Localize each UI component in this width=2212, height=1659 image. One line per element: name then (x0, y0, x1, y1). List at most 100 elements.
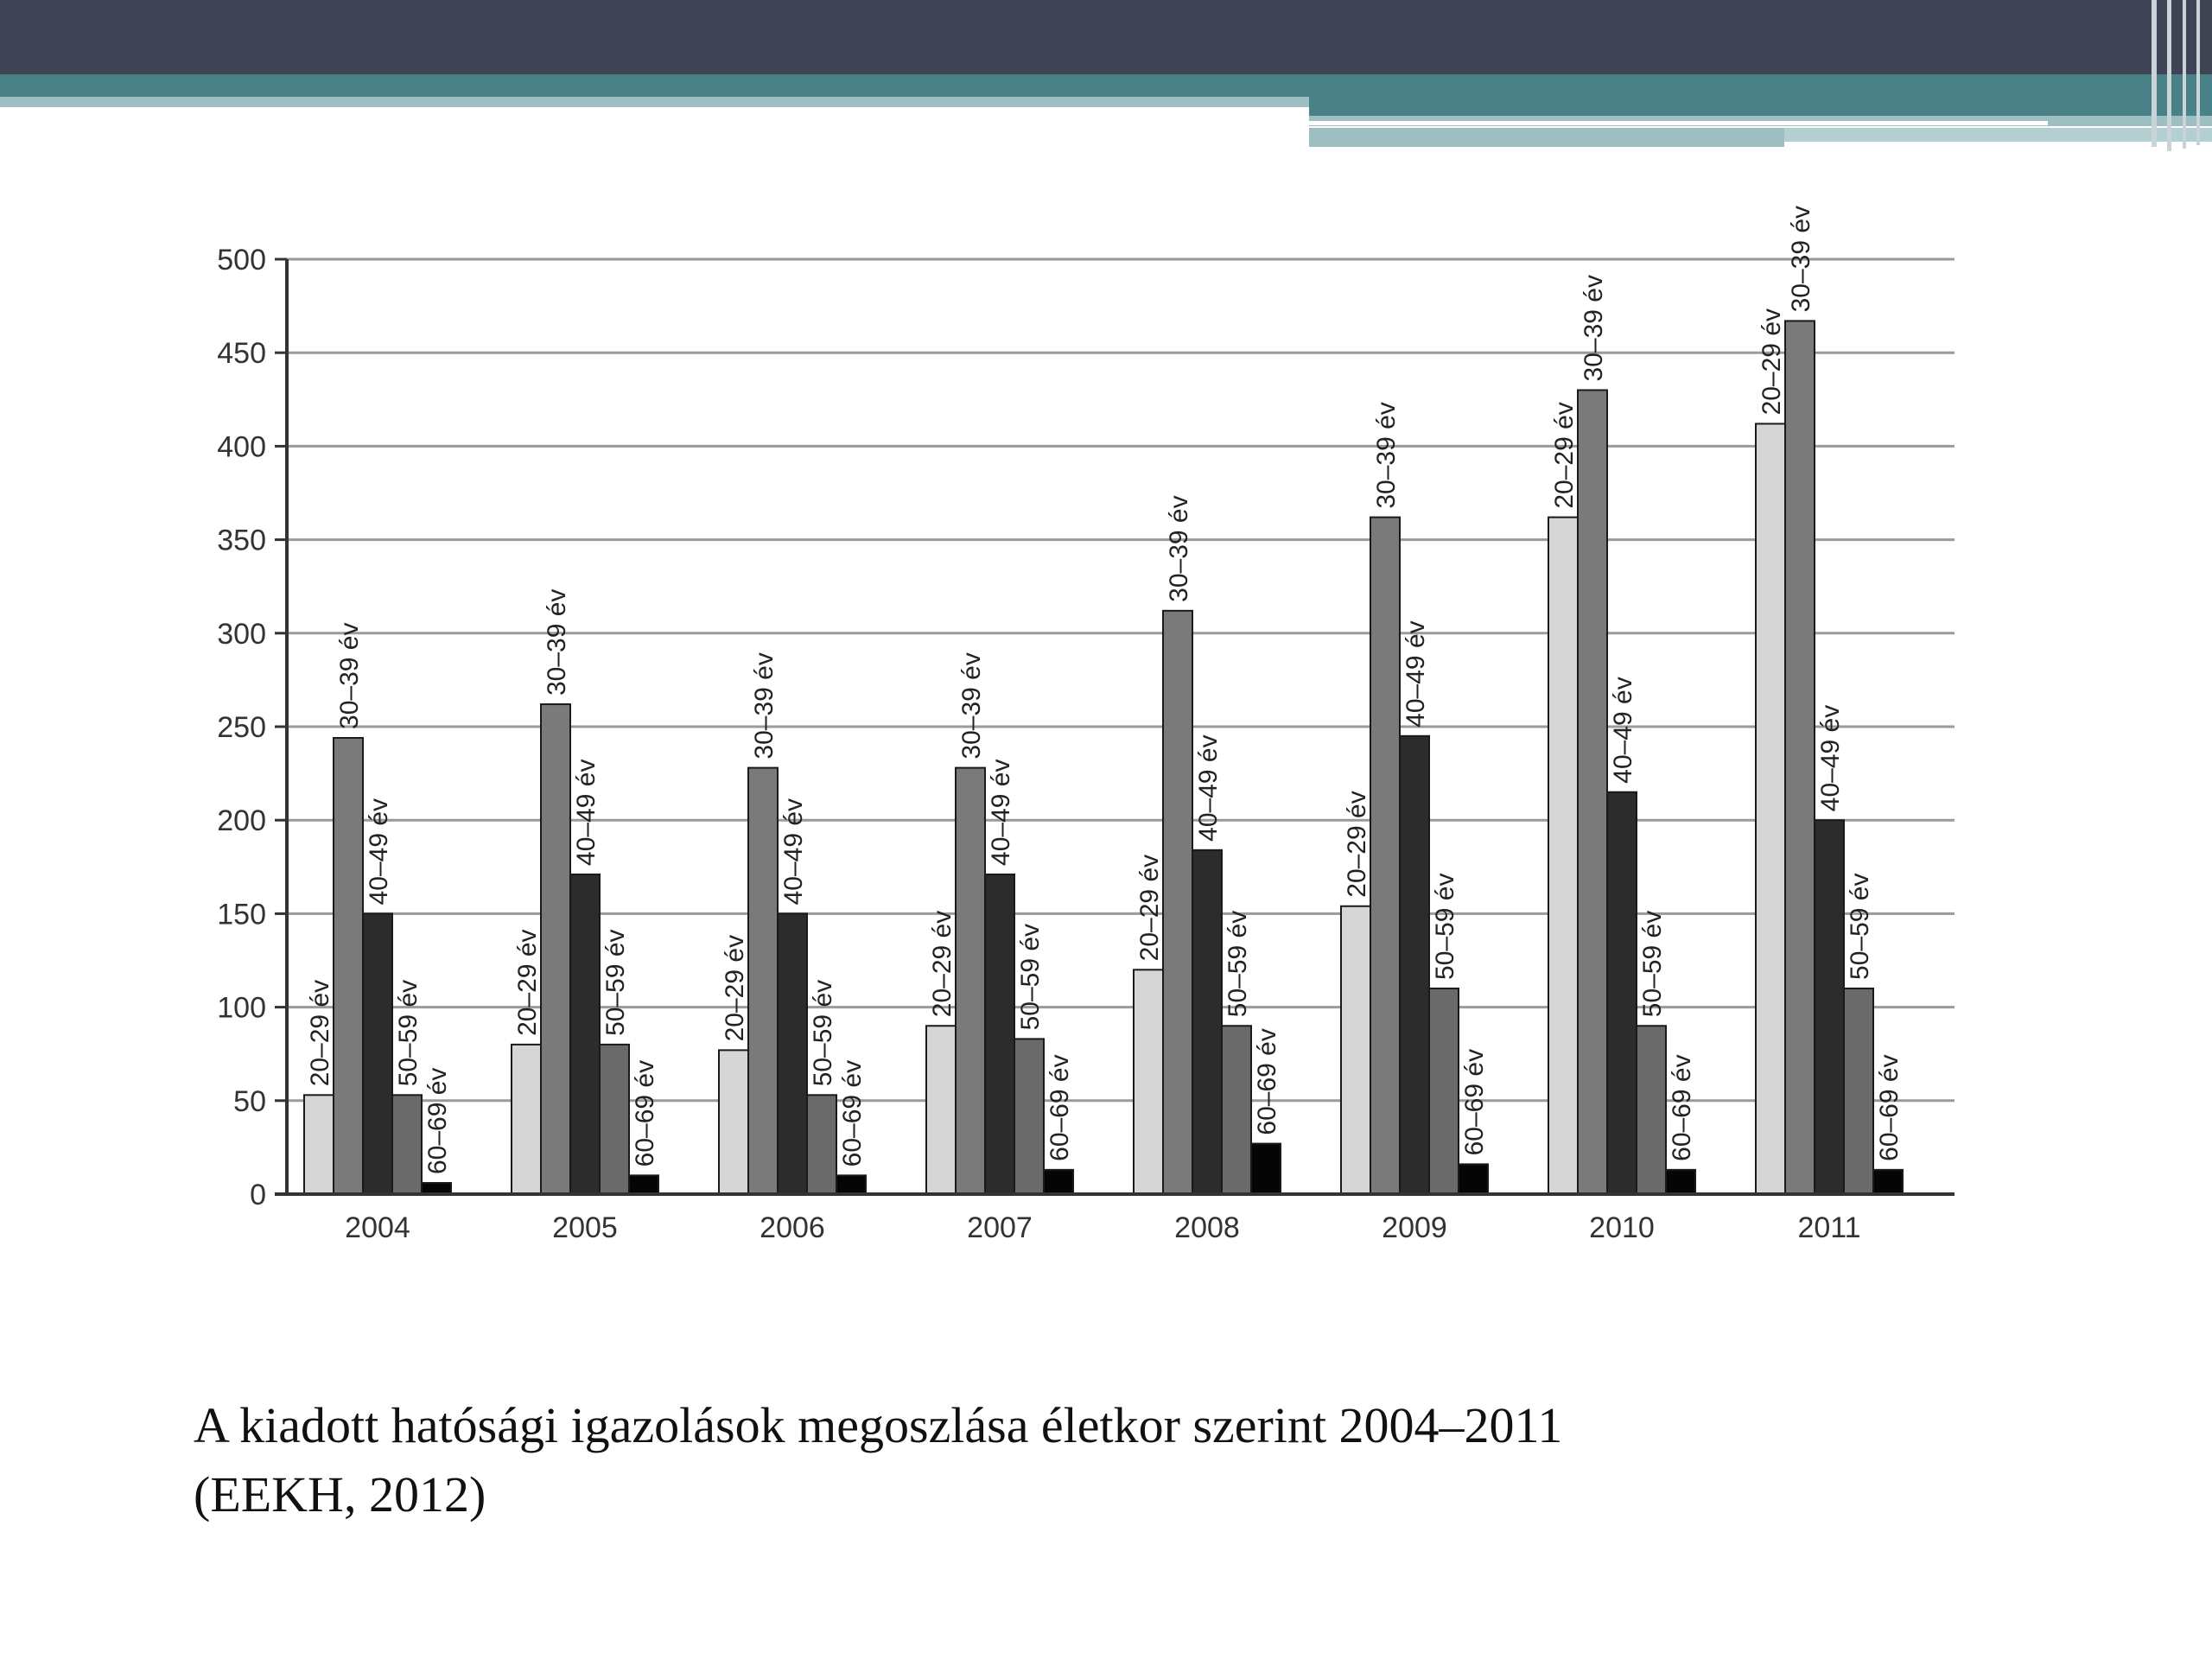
bar (1636, 1025, 1667, 1195)
bar-label: 60–69 év (1668, 1054, 1696, 1160)
bar (777, 912, 808, 1196)
header-edge-line-3 (2183, 0, 2186, 149)
bar-label: 30–39 év (1580, 275, 1608, 381)
header-teal-extension (1309, 97, 2212, 116)
bar (599, 1043, 630, 1195)
bar-label: 50–59 év (601, 929, 630, 1035)
bar (628, 1174, 659, 1195)
bar (1043, 1168, 1074, 1196)
bar (1548, 516, 1579, 1195)
y-tick-label: 250 (217, 711, 266, 744)
bar (333, 736, 364, 1195)
bar-label: 40–49 év (572, 760, 601, 866)
y-tick-label: 400 (217, 430, 266, 463)
bar-label: 60–69 év (838, 1060, 867, 1166)
bar (1606, 791, 1637, 1195)
x-tick-label: 2011 (1797, 1211, 1860, 1244)
bar-label: 30–39 év (335, 623, 364, 729)
y-tick-label: 100 (217, 992, 266, 1025)
header-teal-band (0, 74, 2212, 97)
y-tick-label: 350 (217, 524, 266, 557)
x-tick-label: 2010 (1589, 1211, 1655, 1244)
y-tick-label: 50 (233, 1085, 266, 1118)
axes (275, 259, 1955, 1196)
bar (1192, 849, 1223, 1195)
bar (1399, 734, 1430, 1195)
bar-label: 40–49 év (987, 760, 1015, 866)
header-dark-band (0, 0, 2212, 74)
y-tick-label: 450 (217, 337, 266, 370)
bar-label: 60–69 év (423, 1068, 452, 1174)
bar-label: 60–69 év (1046, 1054, 1074, 1160)
x-tick-label: 2005 (552, 1211, 618, 1244)
bar (718, 1049, 749, 1195)
y-tick-label: 300 (217, 618, 266, 651)
bar (511, 1043, 542, 1195)
bar (925, 1025, 957, 1195)
y-tick-label: 200 (217, 804, 266, 837)
bar-label: 40–49 év (365, 798, 393, 905)
bar-label: 40–49 év (1609, 677, 1637, 783)
bar-label: 50–59 év (394, 980, 423, 1086)
bar-label: 50–59 év (1638, 911, 1667, 1017)
bar-label: 20–29 év (1550, 402, 1579, 508)
bar-label: 20–29 év (928, 911, 957, 1017)
bar-label: 30–39 év (1372, 402, 1401, 508)
bar-label: 30–39 év (543, 589, 571, 696)
bar (1428, 987, 1459, 1195)
bar-label: 60–69 év (631, 1060, 659, 1166)
y-tick-label: 500 (217, 244, 266, 276)
header-edge-line-1 (2152, 0, 2157, 147)
bar (1250, 1142, 1281, 1196)
header-light-band (0, 97, 1309, 107)
bar (1458, 1163, 1489, 1195)
bar (1872, 1168, 1904, 1196)
y-tick-label: 150 (217, 898, 266, 931)
bar-label: 20–29 év (306, 980, 334, 1086)
bar (1843, 987, 1874, 1195)
header-white-line (1309, 121, 2048, 125)
header-light-strip-2 (1309, 128, 1784, 147)
x-tick-label: 2009 (1382, 1211, 1447, 1244)
figure-caption: A kiadott hatósági igazolások megoszlása… (194, 1391, 2051, 1529)
bar-label: 60–69 év (1253, 1028, 1281, 1135)
bar-label: 40–49 év (1194, 734, 1223, 841)
bar-label: 50–59 év (1016, 924, 1045, 1030)
bar (1755, 423, 1786, 1195)
bar (1014, 1038, 1045, 1195)
bar-label: 50–59 év (809, 980, 837, 1086)
bar-label: 30–39 év (1787, 206, 1815, 312)
bar (984, 873, 1015, 1195)
bar (836, 1174, 867, 1195)
bar-label: 40–49 év (1816, 705, 1845, 811)
bar-label: 50–59 év (1431, 874, 1459, 980)
bar (806, 1094, 837, 1195)
x-tick-label: 2004 (345, 1211, 410, 1244)
y-axis-tick-labels: 0 50 100 150 200 250 300 350 400 450 500 (217, 244, 287, 1211)
bar (1577, 389, 1608, 1196)
x-tick-label: 2008 (1174, 1211, 1240, 1244)
bar-label: 20–29 év (1135, 855, 1164, 961)
bar-label: 40–49 év (1402, 620, 1430, 727)
bar-label: 20–29 év (721, 935, 749, 1041)
caption-line-2: (EEKH, 2012) (194, 1466, 486, 1522)
bar-label: 30–39 év (750, 652, 779, 759)
caption-line-1: A kiadott hatósági igazolások megoszlása… (194, 1397, 1563, 1453)
bar (540, 703, 571, 1195)
bar-label: 30–39 év (1165, 495, 1193, 601)
bar-label: 40–49 év (779, 798, 808, 905)
bar-label: 60–69 év (1460, 1049, 1489, 1155)
bar-label: 50–59 év (1846, 874, 1874, 980)
x-tick-label: 2007 (967, 1211, 1033, 1244)
bar-label: 60–69 év (1875, 1054, 1904, 1160)
bar-label: 20–29 év (513, 929, 542, 1035)
header-edge-line-4 (2196, 0, 2200, 145)
bar (391, 1094, 423, 1195)
bar (1665, 1168, 1696, 1196)
bar (747, 766, 779, 1195)
x-tick-label: 2006 (760, 1211, 825, 1244)
bar-label: 20–29 év (1758, 308, 1786, 415)
bar-label: 50–59 év (1224, 911, 1252, 1017)
